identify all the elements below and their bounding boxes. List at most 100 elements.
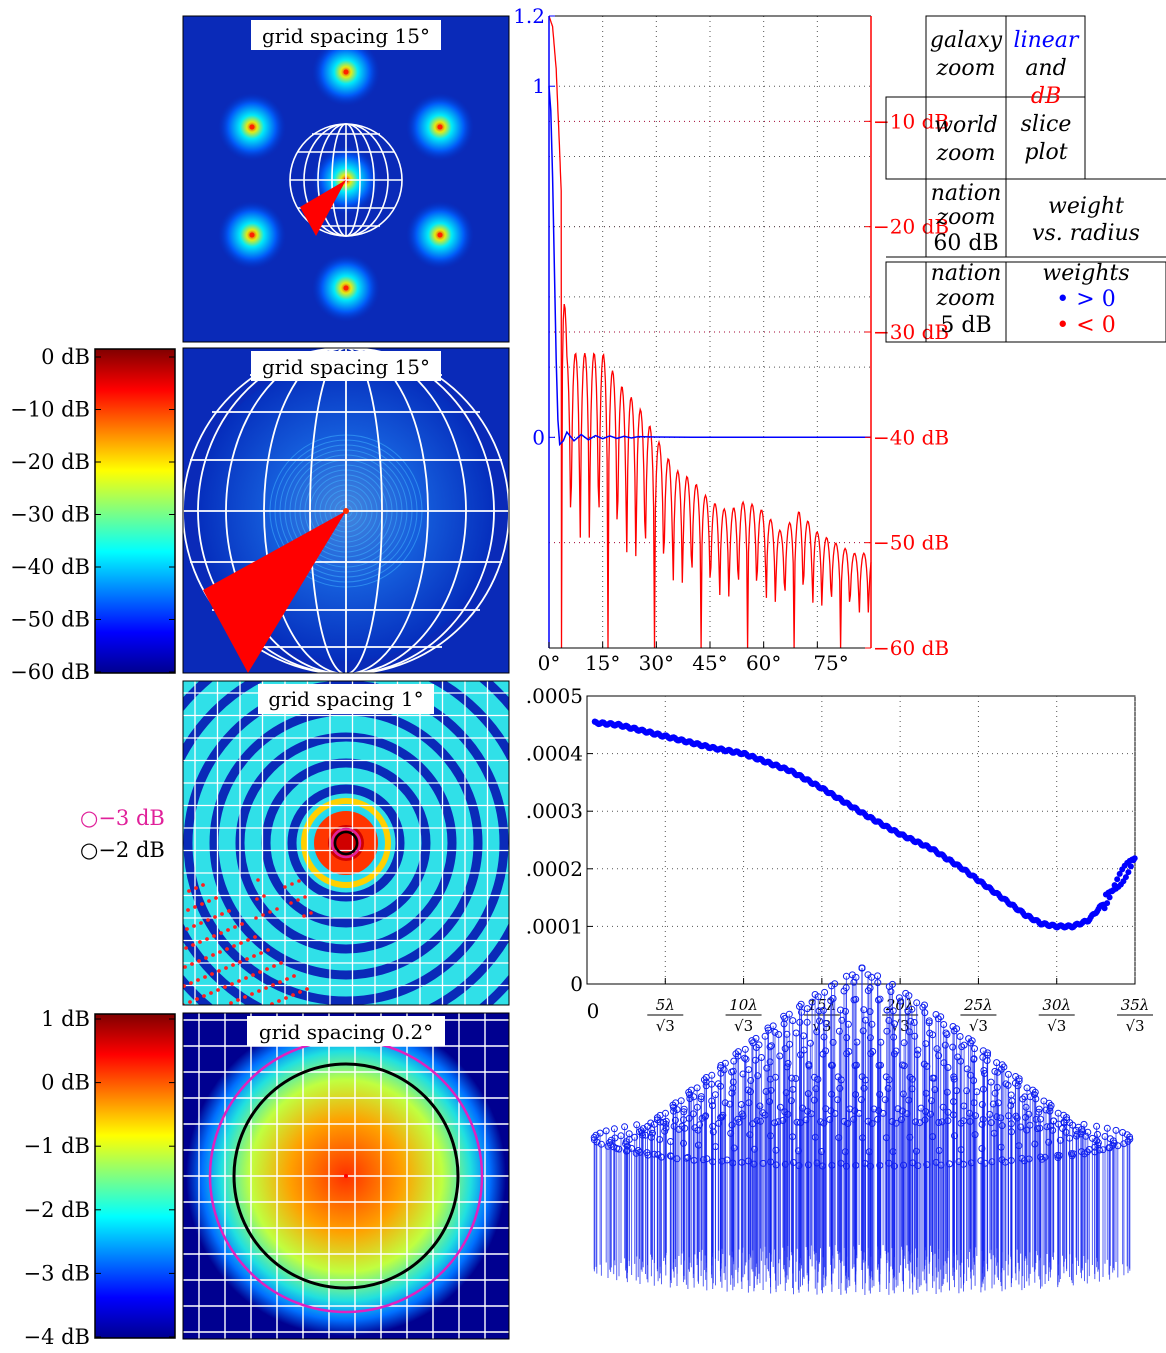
colorbar-60db: 0 dB −10 dB −20 dB −30 dB −40 dB −50 dB −60 dB [10, 345, 176, 684]
weight-stem-head [730, 1144, 738, 1152]
weight-stem-head [1012, 1073, 1020, 1080]
weight-stem-head [695, 1141, 702, 1149]
weight-stem-head [792, 1075, 800, 1082]
weight-stem-head [846, 1105, 854, 1113]
weight-stem-head [746, 1131, 754, 1139]
weight-stem-head [604, 1142, 612, 1150]
weight-stem-head [922, 1089, 930, 1097]
grating-dot [239, 941, 243, 945]
weight-stem-head [914, 1162, 922, 1170]
weight-stem-head [658, 1153, 665, 1161]
weight-stem-head [882, 1134, 890, 1142]
weight-stem-head [898, 1061, 906, 1069]
weight-stem-head [796, 1003, 803, 1010]
weight-stem-head [865, 1148, 873, 1156]
weight-stem-head [734, 1115, 742, 1123]
key-galaxy: zoom [936, 56, 996, 81]
colorbar-tick-label: −30 dB [10, 503, 90, 527]
grating-dot [206, 918, 210, 922]
grating-dot [218, 950, 222, 954]
weight-stem-head [842, 1162, 850, 1170]
weight-stem-head [774, 1118, 782, 1126]
x-axis-tick-label: √3 [656, 1017, 675, 1035]
weight-stem-head [899, 1090, 907, 1098]
colorbar-tick-label: −50 dB [10, 608, 90, 632]
weight-stem-head [766, 1043, 774, 1051]
weight-stem-head [851, 1062, 859, 1070]
weight-stem-head [895, 994, 903, 1002]
nation60-grid-label: grid spacing 1° [268, 687, 423, 711]
weight-stem-head [804, 1161, 812, 1169]
weight-stem-head [765, 1026, 772, 1034]
weight-stem-head [860, 1006, 868, 1014]
y-axis-tick-label: .0004 [526, 742, 583, 766]
weight-stem-head [1088, 1134, 1096, 1142]
weight-stem-head [909, 1159, 917, 1167]
colorbar-5db: 1 dB 0 dB −1 dB −2 dB −3 dB −4 dB [23, 1007, 176, 1349]
grating-dot [237, 979, 241, 983]
weight-stem-head [891, 1020, 898, 1028]
weight-stem-head [623, 1142, 631, 1150]
weight-stem-head [689, 1110, 697, 1118]
weight-stem-head [1095, 1146, 1103, 1154]
weight-stem-head [759, 1159, 767, 1167]
weight-stem-head [960, 1117, 967, 1125]
grating-dot [192, 924, 196, 928]
weight-stem-head [933, 1045, 941, 1053]
weight-stem-head [1046, 1104, 1054, 1112]
weight-stem-head [789, 1017, 797, 1025]
weight-stem-head [744, 1157, 752, 1165]
left-axis-tick-label: 1 [532, 74, 545, 98]
colorbar-tick-label: −3 dB [23, 1261, 90, 1285]
weight-stem-head [738, 1158, 746, 1166]
right-axis-tick-label: −60 dB [873, 636, 949, 660]
key-db: dB [1031, 84, 1061, 109]
weight-stem-head [822, 1047, 830, 1055]
weight-stem-head [979, 1053, 987, 1061]
key-nation5: 5 dB [940, 313, 991, 338]
grating-dot [236, 998, 240, 1002]
grating-dot [264, 986, 268, 990]
galaxy-zoom-panel [183, 16, 509, 342]
grating-dot [252, 954, 256, 958]
weight-stem-head [1066, 1134, 1074, 1142]
weight-stem-head [861, 1159, 869, 1167]
left-axis-tick-label: 1.2 [513, 4, 545, 28]
weight-stem-head [910, 1019, 918, 1026]
weight-stem-head [821, 988, 829, 996]
weight-stem-head [1011, 1079, 1019, 1087]
weight-stem-head [781, 1045, 789, 1053]
grating-dot [209, 991, 213, 995]
weight-stem-head [728, 1068, 736, 1076]
weight-stem-head [794, 1147, 802, 1155]
weight-stem-head [875, 996, 882, 1004]
weight-stem-head [950, 1073, 958, 1081]
grating-dot [238, 960, 242, 964]
weight-stem-head [1112, 1126, 1120, 1134]
weight-stem-head [749, 1039, 757, 1047]
weight-stem-head [885, 1159, 893, 1167]
weight-stem-head [617, 1132, 625, 1140]
contour-2db [333, 830, 359, 856]
globe-grid [183, 348, 509, 673]
weight-stem-head [1031, 1140, 1039, 1148]
weight-stem-head [729, 1084, 737, 1092]
weight-stem-head [870, 1105, 878, 1113]
x-axis-tick-label: 35λ [1121, 996, 1150, 1014]
weight-stem-head [900, 1161, 907, 1169]
legend-2db: ○−2 dB [80, 838, 165, 862]
weight-stem-head [997, 1065, 1005, 1073]
weight-stem-head [916, 1119, 924, 1127]
weight-stem-head [656, 1136, 664, 1143]
grating-dot [262, 894, 266, 898]
weight-stem-head [590, 1136, 598, 1144]
grating-dot [259, 951, 263, 955]
weight-stem-head [1093, 1137, 1101, 1145]
y-axis-tick-label: .0003 [526, 799, 583, 823]
key-table [885, 15, 1166, 343]
weight-stem-head [776, 1052, 784, 1060]
weight-stem-head [1099, 1146, 1107, 1154]
weight-stem-head [1120, 1140, 1128, 1148]
weight-stem-head [718, 1157, 726, 1165]
x-axis-tick-label: 45° [692, 651, 727, 675]
